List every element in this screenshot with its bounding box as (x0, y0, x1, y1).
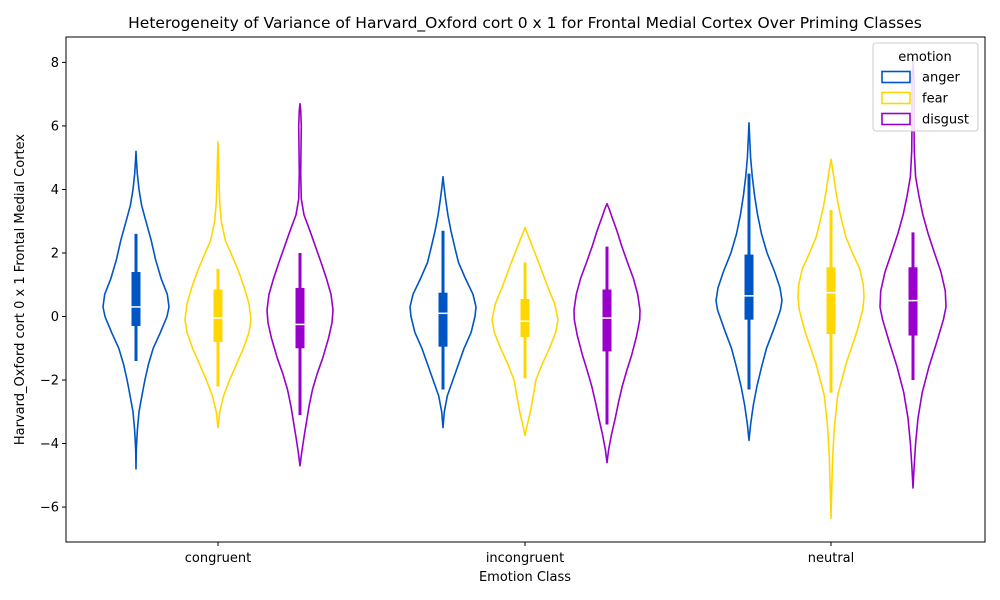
violin-outline (797, 158, 865, 519)
y-tick-label: −4 (40, 437, 59, 452)
y-tick-label: −6 (40, 501, 59, 516)
violin-outline (409, 175, 477, 429)
legend-swatch-disgust (881, 112, 911, 126)
legend-label-disgust: disgust (922, 113, 969, 128)
violin-disgust-incongruent (573, 202, 641, 464)
iqr-box (520, 299, 530, 338)
y-axis-label: Harvard_Oxford cort 0 x 1 Frontal Medial… (13, 134, 28, 446)
iqr-box (602, 289, 612, 352)
violin-anger-congruent (102, 150, 170, 470)
x-axis-label: Emotion Class (479, 570, 571, 585)
y-axis: −6 −4 −2 0 2 4 6 8 (40, 56, 66, 516)
chart-title: Heterogeneity of Variance of Harvard_Oxf… (128, 14, 922, 33)
x-tick-label: congruent (185, 551, 252, 566)
iqr-box (826, 267, 836, 334)
legend-swatch-anger (881, 70, 911, 84)
iqr-box (131, 272, 141, 327)
violin-outline (102, 150, 170, 470)
legend-title: emotion (898, 50, 952, 65)
violin-fear-congruent (184, 141, 252, 429)
violin-outline (266, 102, 334, 467)
violin-outline (184, 141, 252, 429)
violin-anger-incongruent (409, 175, 477, 429)
y-tick-label: 6 (51, 119, 59, 134)
y-tick-label: 8 (51, 56, 59, 71)
iqr-box (908, 267, 918, 336)
legend: emotion anger fear disgust (872, 42, 979, 132)
legend-label-fear: fear (922, 92, 949, 107)
violin-outline (491, 226, 559, 437)
legend-box (872, 42, 979, 132)
x-tick-label: incongruent (486, 551, 564, 566)
violin-fear-incongruent (491, 226, 559, 437)
plot-area (102, 58, 947, 519)
y-tick-label: 4 (51, 183, 59, 198)
iqr-box (213, 289, 223, 342)
y-tick-label: −2 (40, 374, 59, 389)
iqr-box (295, 287, 305, 349)
violin-outline (573, 202, 641, 464)
violin-anger-neutral (715, 122, 783, 442)
iqr-box (438, 292, 448, 347)
legend-swatch-fear (881, 91, 911, 105)
y-tick-label: 0 (51, 310, 59, 325)
x-tick-label: neutral (808, 551, 855, 566)
x-axis: congruent incongruent neutral (185, 542, 855, 566)
iqr-box (744, 254, 754, 320)
violin-disgust-congruent (266, 102, 334, 467)
violin-fear-neutral (797, 158, 865, 519)
y-tick-label: 2 (51, 246, 59, 261)
legend-label-anger: anger (922, 71, 960, 86)
violin-outline (715, 122, 783, 442)
